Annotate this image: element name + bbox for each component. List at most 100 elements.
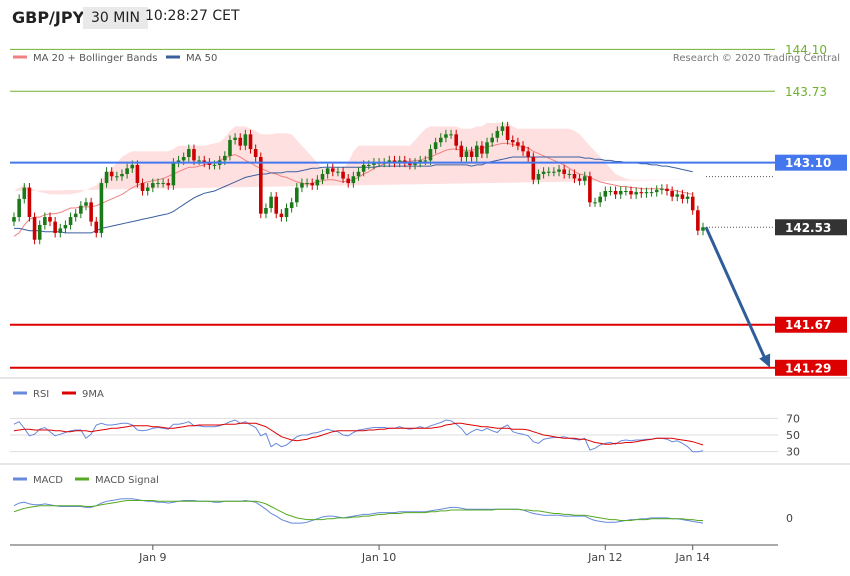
candle-body [202,160,207,163]
ma50-line [14,156,693,234]
candle-body [433,142,438,150]
rsi-line [13,419,704,453]
candle-body [526,151,530,157]
price-panel [12,121,705,245]
candle-body [197,160,201,162]
timestamp: 10:28:27 CET [145,8,240,24]
time-axis: Jan 9 Jan 10 Jan 12 Jan 14 [138,545,710,564]
candle-body [17,198,21,218]
candle-body [320,174,325,180]
candle-body [305,183,309,185]
candle-body [531,157,536,180]
candle-body [284,208,289,218]
support-level-tag [775,359,847,376]
candle-body [156,183,160,185]
candle-body [536,174,541,180]
candle-body [665,188,669,191]
macd-tick-label: 0 [786,512,793,525]
rsi-tick-label: 70 [786,412,800,425]
candle-body [58,228,63,233]
candle-body [413,162,417,165]
candle-body [572,174,577,179]
candle-body [176,160,181,163]
candle-body [387,160,392,163]
macd-legend-label: MACD [33,475,63,486]
candle-body [336,171,340,173]
candle-body [294,187,299,203]
candle-body [243,134,248,146]
candle-body [438,137,443,143]
time-tick-label: Jan 9 [138,551,166,564]
candle-body [310,183,315,186]
candle-body [582,176,587,181]
time-tick-label: Jan 12 [587,551,622,564]
candle-body [346,178,351,184]
current-price-label: 142.53 [785,221,831,235]
candle-body [109,171,114,177]
candle-body [274,196,279,214]
rsi-legend: RSI 9MA [13,389,104,400]
candle-body [22,187,27,199]
candle-body [654,189,659,193]
candle-body [459,145,464,157]
candle-body [238,137,243,146]
candle-body [279,213,284,218]
candle-body [135,164,140,184]
candle-body [253,149,258,157]
support-level-label: 141.29 [785,361,831,375]
resistance-level-label: 143.73 [785,85,827,99]
candle-body [408,162,412,165]
candle-body [546,171,551,173]
candle-body [680,194,685,199]
candle-body [161,183,165,185]
candle-body [289,202,294,208]
symbol-title: GBP/JPY [12,8,85,27]
macd-line [13,498,704,524]
interval-badge[interactable]: 30 MIN [83,7,148,29]
candle-body [140,183,145,191]
candle-body [644,192,649,194]
candle-body [300,183,304,188]
candle-body [115,176,119,178]
candle-body [145,187,150,191]
candle-body [552,171,556,173]
candle-body [485,142,489,154]
candle-body [629,191,633,195]
candle-body [624,191,628,192]
candle-body [27,187,32,218]
support-level-tag [775,316,847,333]
candle-body [567,174,572,175]
time-tick-label: Jan 14 [674,551,709,564]
candle-body [593,202,597,204]
candle-body [264,208,268,214]
candle-body [372,162,376,165]
time-tick-label: Jan 10 [361,551,396,564]
candle-body [53,221,57,233]
candle-body [130,164,135,169]
candle-body [495,130,500,138]
candle-body [48,217,52,222]
candle-body [73,213,78,218]
candle-body [259,157,263,214]
current-price-tag [775,219,847,236]
candle-body [603,191,608,197]
macd-signal-line [13,500,703,521]
candle-body [104,171,109,184]
candle-body [649,192,654,194]
candle-body [351,176,356,184]
candle-body [12,217,16,222]
candle-body [99,183,104,233]
candle-body [516,142,520,146]
pivot-level-label: 143.10 [785,156,831,170]
candle-body [171,162,176,186]
rsi-tick-label: 50 [786,429,800,442]
candle-body [660,188,664,190]
candle-body [68,217,73,225]
candle-body [84,202,88,206]
candle-body [634,192,638,195]
copyright-text: Research © 2020 Trading Central [673,53,840,64]
candle-body [330,168,335,172]
candle-body [541,171,546,174]
candle-body [397,160,402,163]
